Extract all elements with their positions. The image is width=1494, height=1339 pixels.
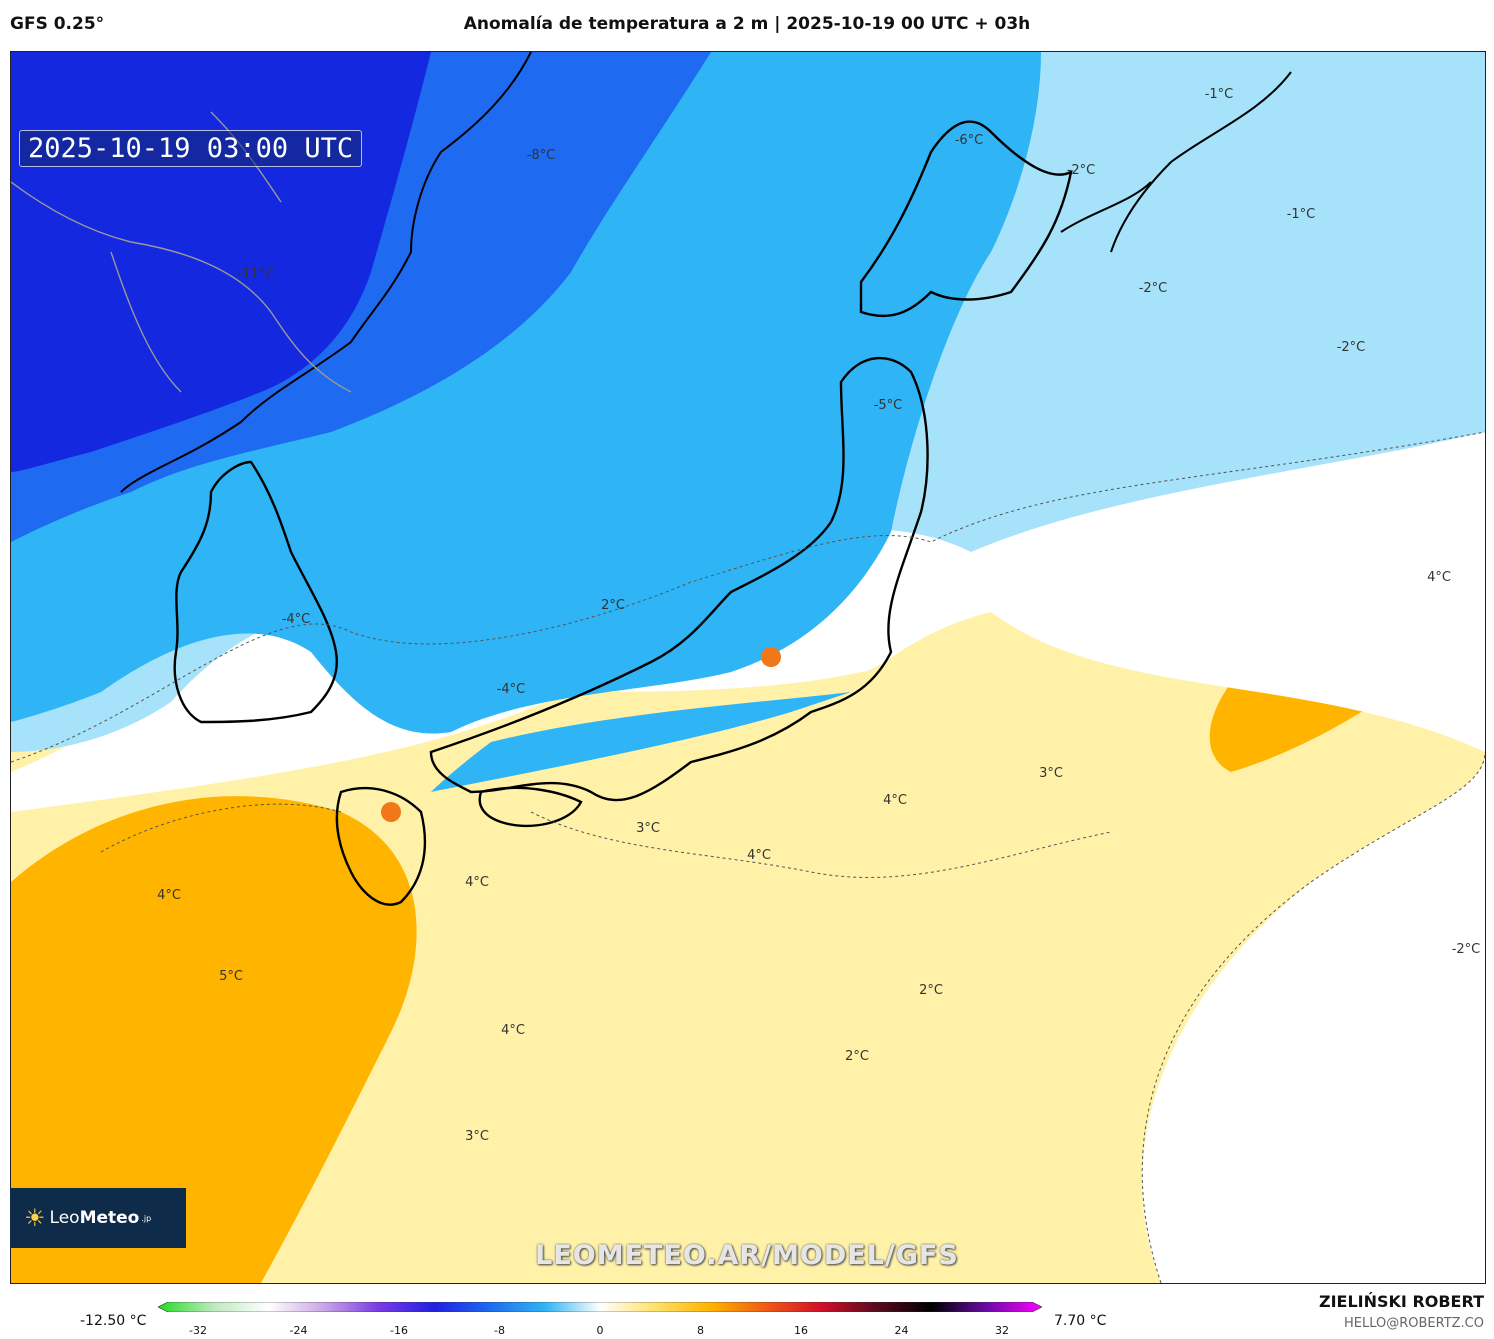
valid-time-badge: 2025-10-19 03:00 UTC bbox=[19, 130, 363, 167]
colorbar bbox=[158, 1302, 1042, 1312]
contour-label: -11°C bbox=[238, 267, 275, 282]
contour-label: -5°C bbox=[874, 398, 903, 413]
colorbar-tick: 8 bbox=[697, 1324, 704, 1337]
contour-label: -1°C bbox=[1205, 87, 1234, 102]
coastline-shikoku bbox=[478, 786, 583, 828]
contour-label: 2°C bbox=[601, 598, 625, 613]
contour-label: -2°C bbox=[1067, 163, 1096, 178]
light-warm-field bbox=[11, 472, 1485, 1283]
logo-suffix: .jp bbox=[141, 1213, 152, 1223]
contour-label: 4°C bbox=[1427, 570, 1451, 585]
hot-field bbox=[11, 796, 417, 1283]
contour-label: 2°C bbox=[919, 983, 943, 998]
contour-line bbox=[1141, 751, 1485, 1283]
temperature-anomaly-map: -8°C -11°C -6°C -1°C -2°C -1°C -2°C -2°C -5°C 2°C… bbox=[10, 51, 1486, 1284]
hot-spot bbox=[761, 647, 781, 667]
coastline-mainland bbox=[120, 52, 532, 493]
leometeo-logo[interactable]: ☀ Leo Meteo .jp bbox=[10, 1188, 186, 1248]
contour-label: 4°C bbox=[883, 793, 907, 808]
map-title: Anomalía de temperatura a 2 m | 2025-10-… bbox=[463, 14, 1031, 34]
contour-label: -4°C bbox=[497, 682, 526, 697]
contour-label: 4°C bbox=[747, 848, 771, 863]
contour-labels: -8°C -11°C -6°C -1°C -2°C -1°C -2°C -2°C -5°C 2°C… bbox=[157, 87, 1480, 1144]
contour-label: 4°C bbox=[501, 1023, 525, 1038]
contour-label: 4°C bbox=[465, 875, 489, 890]
contour-label: 4°C bbox=[157, 888, 181, 903]
contour-label: 2°C bbox=[845, 1049, 869, 1064]
model-name: GFS 0.25° bbox=[10, 14, 105, 34]
coastline-honshu bbox=[429, 357, 929, 802]
contour-label: -2°C bbox=[1452, 942, 1481, 957]
hot-spot bbox=[381, 802, 401, 822]
contour-label: -8°C bbox=[527, 148, 556, 163]
coastline-sakhalin bbox=[1060, 71, 1292, 253]
contour-label: -2°C bbox=[1337, 340, 1366, 355]
sun-icon: ☀ bbox=[24, 1204, 46, 1232]
contour-label: -4°C bbox=[282, 612, 311, 627]
contour-line bbox=[100, 803, 1112, 878]
contour-label: 3°C bbox=[465, 1129, 489, 1144]
contour-label: 5°C bbox=[219, 969, 243, 984]
colorbar-tick: -16 bbox=[390, 1324, 408, 1337]
contour-label: -1°C bbox=[1287, 207, 1316, 222]
author-email[interactable]: HELLO@ROBERTZ.CO bbox=[1343, 1316, 1484, 1331]
colorbar-tick: -8 bbox=[494, 1324, 505, 1337]
contour-label: 3°C bbox=[636, 821, 660, 836]
contour-label: -2°C bbox=[1139, 281, 1168, 296]
colorbar-tick: -24 bbox=[289, 1324, 308, 1337]
coastline-korea bbox=[173, 460, 338, 724]
contour-label: 3°C bbox=[1039, 766, 1063, 781]
coastline-hokkaido bbox=[859, 120, 1073, 318]
map-canvas: -8°C -11°C -6°C -1°C -2°C -1°C -2°C -2°C -5°C 2°C… bbox=[11, 52, 1485, 1283]
colorbar-max-label: 7.70 °C bbox=[1054, 1313, 1107, 1329]
colorbar-tick: 24 bbox=[894, 1324, 909, 1337]
author-credit: ZIELIŃSKI ROBERT bbox=[1318, 1292, 1484, 1311]
site-watermark: LEOMETEO.AR/MODEL/GFS bbox=[535, 1240, 959, 1271]
colorbar-tick: 16 bbox=[794, 1324, 808, 1337]
colorbar-tick: 0 bbox=[596, 1324, 604, 1337]
logo-brand-light: Leo bbox=[49, 1208, 80, 1228]
colorbar-tick: 32 bbox=[995, 1324, 1009, 1337]
colorbar-tick: -32 bbox=[189, 1324, 207, 1337]
colorbar-min-label: -12.50 °C bbox=[80, 1313, 147, 1329]
contour-label: -6°C bbox=[955, 133, 984, 148]
coastline-kyushu bbox=[335, 786, 427, 906]
logo-brand-bold: Meteo bbox=[79, 1208, 140, 1228]
